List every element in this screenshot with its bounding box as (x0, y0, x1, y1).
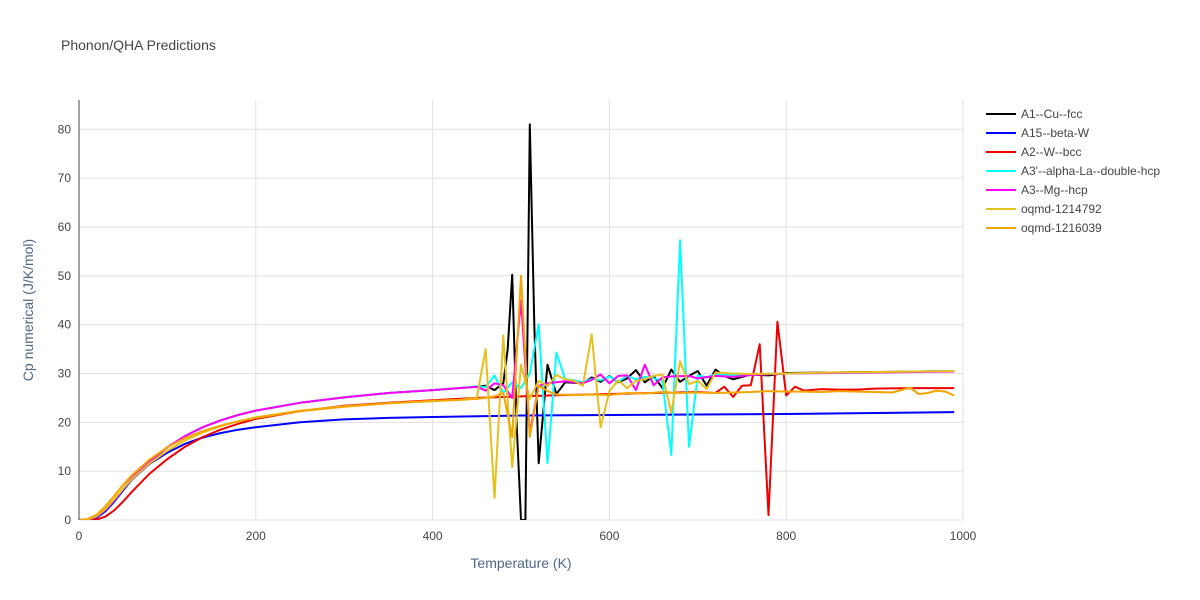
legend-item[interactable]: A2--W--bcc (986, 145, 1081, 159)
legend-label: oqmd-1216039 (1021, 221, 1102, 235)
x-tick-label: 400 (423, 529, 443, 543)
legend-item[interactable]: A15--beta-W (986, 126, 1090, 140)
y-tick-label: 20 (58, 415, 72, 429)
legend-item[interactable]: oqmd-1216039 (986, 221, 1102, 235)
x-tick-label: 1000 (950, 529, 977, 543)
series-line-0 (79, 123, 955, 520)
legend-label: A1--Cu--fcc (1021, 107, 1082, 121)
x-tick-label: 0 (76, 529, 83, 543)
y-tick-label: 70 (58, 171, 72, 185)
x-axis-title: Temperature (K) (470, 555, 571, 571)
y-axis-ticks: 0 10 20 30 40 50 60 70 80 (58, 122, 72, 527)
legend-item[interactable]: A3'--alpha-La--double-hcp (986, 164, 1160, 178)
x-tick-label: 800 (776, 529, 796, 543)
series-line-5 (79, 333, 955, 520)
legend-label: oqmd-1214792 (1021, 202, 1102, 216)
series-line-6 (79, 274, 955, 520)
chart-title: Phonon/QHA Predictions (61, 37, 216, 53)
legend-item[interactable]: oqmd-1214792 (986, 202, 1102, 216)
y-tick-label: 60 (58, 220, 72, 234)
y-tick-label: 10 (58, 464, 72, 478)
legend-item[interactable]: A3--Mg--hcp (986, 183, 1088, 197)
y-axis-title: Cp numerical (J/K/mol) (20, 239, 36, 381)
y-tick-label: 40 (58, 318, 72, 332)
legend-item[interactable]: A1--Cu--fcc (986, 107, 1082, 121)
x-tick-label: 200 (246, 529, 266, 543)
y-tick-label: 0 (64, 513, 71, 527)
legend-label: A2--W--bcc (1021, 145, 1081, 159)
legend-label: A3'--alpha-La--double-hcp (1021, 164, 1160, 178)
y-tick-label: 50 (58, 269, 72, 283)
legend-label: A15--beta-W (1021, 126, 1090, 140)
plot-series (79, 123, 955, 520)
legend-label: A3--Mg--hcp (1021, 183, 1088, 197)
x-tick-label: 600 (599, 529, 619, 543)
x-axis-ticks: 0 200 400 600 800 1000 (76, 529, 977, 543)
legend[interactable]: A1--Cu--fcc A15--beta-W A2--W--bcc A3'--alp… (986, 107, 1160, 235)
y-tick-label: 80 (58, 122, 72, 136)
series-line-3 (79, 239, 955, 520)
y-tick-label: 30 (58, 366, 72, 380)
